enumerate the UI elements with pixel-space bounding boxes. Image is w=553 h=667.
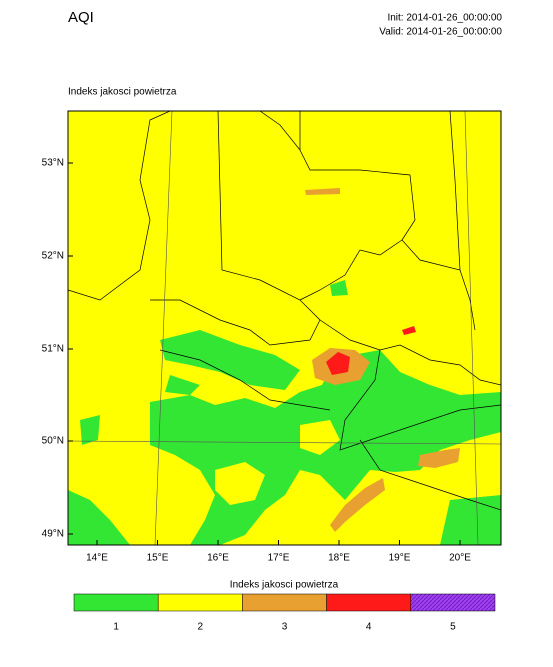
valid-time: Valid: 2014-01-26_00:00:00 — [379, 27, 502, 38]
colorbar-swatch — [410, 593, 496, 612]
lat-label: 51°N — [42, 344, 64, 355]
lon-label: 19°E — [389, 553, 411, 564]
colorbar-label: 5 — [450, 622, 456, 633]
colorbar-label: 2 — [198, 622, 204, 633]
colorbar-label: 3 — [282, 622, 288, 633]
colorbar-swatch — [157, 593, 243, 612]
colorbar: 1 2 3 4 5 — [73, 593, 496, 633]
map-field — [68, 111, 501, 545]
lon-label: 17°E — [268, 553, 290, 564]
lat-label: 53°N — [42, 158, 64, 169]
colorbar-swatch — [326, 593, 412, 612]
colorbar-swatch — [242, 593, 327, 612]
lon-label: 16°E — [207, 553, 229, 564]
title: AQI — [68, 9, 94, 26]
map-axes: 53°N 52°N 51°N 50°N 49°N 14°E 15°E 16°E 17°E 18°E… — [42, 158, 472, 564]
map-subtitle: Indeks jakosci powietrza — [68, 87, 177, 98]
colorbar-title: Indeks jakosci powietrza — [230, 580, 339, 591]
lat-label: 49°N — [42, 529, 64, 540]
map-frame — [67, 110, 502, 546]
lon-label: 18°E — [328, 553, 350, 564]
colorbar-label: 4 — [366, 622, 372, 633]
lon-label: 20°E — [449, 553, 471, 564]
lat-label: 52°N — [42, 251, 64, 262]
lon-label: 15°E — [147, 553, 169, 564]
colorbar-label: 1 — [113, 622, 119, 633]
lon-label: 14°E — [86, 553, 108, 564]
lat-label: 50°N — [42, 436, 64, 447]
colorbar-swatch — [73, 593, 159, 612]
init-time: Init: 2014-01-26_00:00:00 — [387, 13, 502, 24]
